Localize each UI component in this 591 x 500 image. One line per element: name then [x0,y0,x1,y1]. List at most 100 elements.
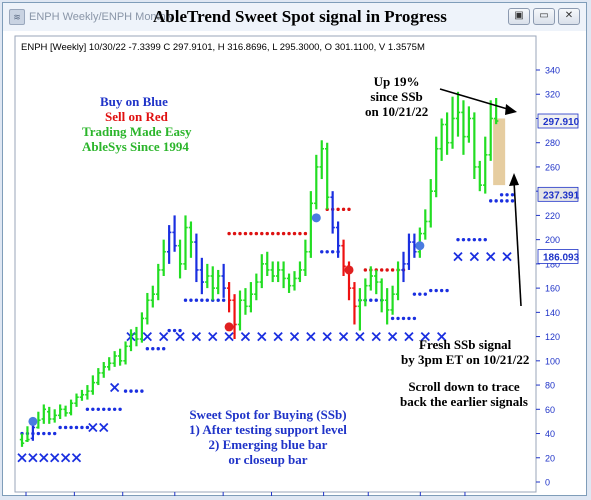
price-bar [275,261,281,283]
chart-title: AbleTrend Sweet Spot signal in Progress [153,7,447,26]
blue-stop-dot [189,298,193,302]
x-mark-stroke [257,331,267,342]
price-bar [57,404,63,419]
fresh-signal-annotation: Fresh SSb signal by 3pm ET on 10/21/22 [401,337,529,367]
price-label-text: 186.093 [543,252,580,263]
y-tick-label: 260 [545,162,560,172]
close-button[interactable]: ✕ [558,8,580,25]
blue-stop-dot [320,250,324,254]
x-mark-stroke [322,331,332,342]
y-tick-label: 160 [545,284,560,294]
y-tick-label: 140 [545,308,560,318]
price-bar [335,221,341,258]
x-mark-stroke [371,331,381,342]
x-tick-label: 04/26/20 [11,496,46,497]
price-bar [270,261,275,283]
blue-stop-dot [85,425,90,430]
restore-icon: ▭ [539,10,549,21]
up-arrow-head [505,104,517,115]
x-mark-stroke [175,331,185,342]
price-bar [455,91,461,137]
price-bar [357,288,363,331]
blue-stop-dot [478,237,482,242]
x-mark [453,251,463,262]
x-mark [191,331,202,342]
price-bar [25,426,30,443]
scroll-annotation: Scroll down to trace back the earlier si… [400,379,528,409]
price-bar [314,154,319,210]
y-tick-label: 20 [545,453,555,463]
price-bar [52,409,57,423]
blue-stop-dot [102,407,106,411]
x-mark-stroke [50,453,60,463]
tagline-1: Trading Made Easy [82,124,192,139]
restore-button[interactable]: ▭ [533,8,555,25]
price-bar [281,261,286,289]
chart-window: ≋ ENPH Weekly/ENPH Monthly AbleTrend Swe… [2,2,587,497]
price-bar [161,239,166,276]
blue-stop-dot [461,237,466,242]
blue-stop-dot [483,237,487,242]
x-mark-stroke [486,251,496,262]
blue-stop-dot [439,288,444,293]
red-stop-dot [276,231,280,236]
red-stop-dot [336,207,340,212]
buy-on-blue-label: Buy on Blue [100,94,168,109]
price-bar [286,273,292,293]
sweet-item-1: 1) After testing support level [189,422,347,437]
blue-stop-dot [412,316,417,321]
blue-stop-dot [510,199,515,203]
x-tick-label: 02/02/22 [353,496,388,497]
up-line-3: on 10/21/22 [365,104,429,119]
price-bar [303,239,308,276]
x-mark [50,453,60,463]
red-stop-dot [281,231,286,236]
price-bar [145,292,150,325]
price-bar [101,362,106,378]
price-bar [292,271,297,291]
blue-stop-dot [418,292,422,296]
fresh-arrow-line [513,180,522,307]
y-tick-label: 40 [545,429,555,439]
price-bar [254,273,259,301]
x-mark [28,453,38,463]
price-bar [226,282,232,313]
price-bar [297,261,303,283]
y-tick-label: 0 [545,478,550,488]
minimize-button[interactable]: ▣ [508,8,530,25]
blue-stop-dot [74,425,79,430]
tab-enph[interactable]: ≋ ENPH Weekly/ENPH Monthly [9,6,174,28]
x-mark [17,453,27,463]
price-label: 297.910 [537,113,580,129]
fresh-arrow-head [509,173,519,186]
price-bar [265,251,270,276]
blue-stop-dot [499,193,504,197]
blue-stop-dot [216,298,220,302]
price-label: 186.093 [537,249,580,264]
red-stop-dot [303,231,308,236]
price-bar [341,239,346,276]
price-bar [308,191,314,258]
price-bar [259,254,264,289]
price-label-box [537,113,579,129]
x-mark-stroke [420,331,430,342]
price-bar [210,266,215,301]
x-mark [404,331,414,342]
blue-stop-dot [91,407,95,411]
blue-stop-dot [167,328,171,333]
x-mark [289,331,300,342]
x-mark [502,251,512,262]
x-mark-stroke [453,251,463,262]
price-label-text: 237.391 [543,190,580,201]
blue-stop-dot [107,407,111,411]
blue-stop-dot [53,431,57,436]
x-mark [387,331,398,342]
price-bar [325,142,330,210]
price-bar [19,433,25,447]
price-bar [177,239,183,279]
minimize-icon: ▣ [514,10,524,21]
x-mark [39,453,49,463]
blue-stop-dot [63,425,68,430]
x-tick-label: 01/31/21 [160,496,195,497]
x-mark [486,251,496,262]
